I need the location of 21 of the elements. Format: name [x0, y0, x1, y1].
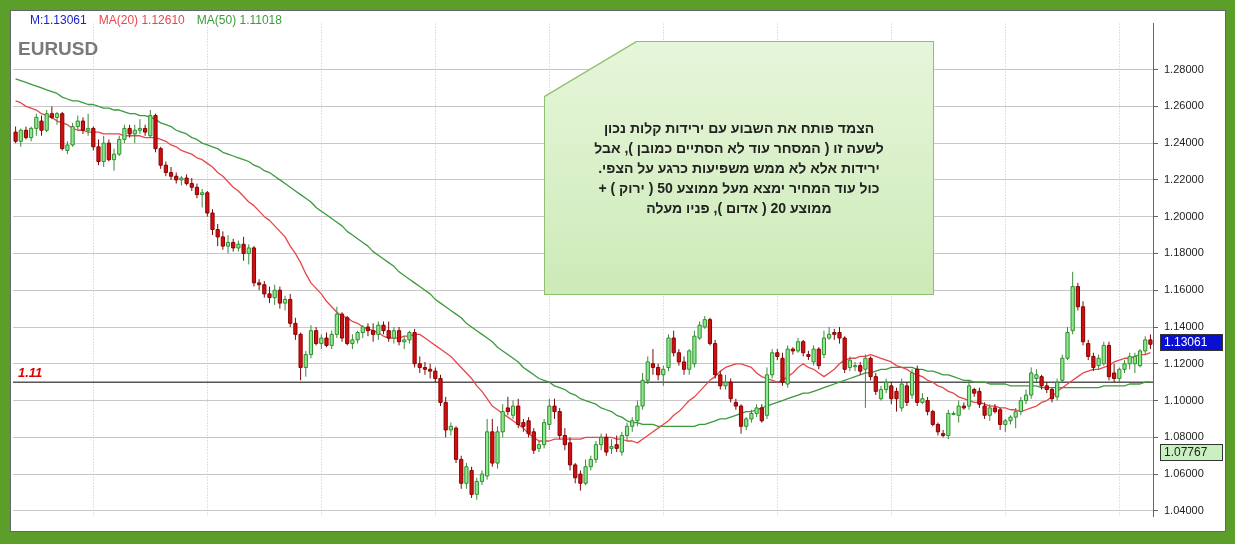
text: 1.07767	[1160, 444, 1223, 461]
y-tick-label: 1.20000	[1164, 209, 1204, 222]
y-tick-label: 1.10000	[1164, 393, 1204, 406]
annotation: M:1.13061	[30, 13, 87, 27]
text: MA(50) 1.11018	[196, 13, 282, 27]
y-tick-label: 1.22000	[1164, 172, 1204, 185]
text: 1.13061	[1160, 334, 1223, 351]
y-tick-label: 1.26000	[1164, 99, 1204, 112]
text: MA(20) 1.12610	[98, 13, 185, 27]
y-tick-label: 1.06000	[1164, 467, 1204, 480]
ref-line-label: 1.11	[18, 365, 43, 381]
y-tick-label: 1.16000	[1164, 283, 1204, 296]
y-tick-label: 1.24000	[1164, 136, 1204, 149]
y-tick-label: 1.04000	[1164, 503, 1204, 516]
annotation: הצמד פותח את השבוע עם ירידות קלות נכון לשעה זו ( המסחר עוד לא הסתיים כמובן ), אבל ירידות אלא לא ממש משפיעות כרגע על הצפי. כול עוד המחיר ימצא מעל ממוצע 50 ( ירוק ) + ממוצע 20 ( אדום ), פניו מעלה	[545, 42, 933, 294]
text: EURUSD	[18, 38, 99, 60]
y-tick-label: 1.28000	[1164, 62, 1204, 75]
y-tick-label: 1.12000	[1164, 356, 1204, 369]
y-tick-label: 1.08000	[1164, 430, 1204, 443]
y-tick-label: 1.14000	[1164, 320, 1204, 333]
y-tick-label: 1.18000	[1164, 246, 1204, 259]
